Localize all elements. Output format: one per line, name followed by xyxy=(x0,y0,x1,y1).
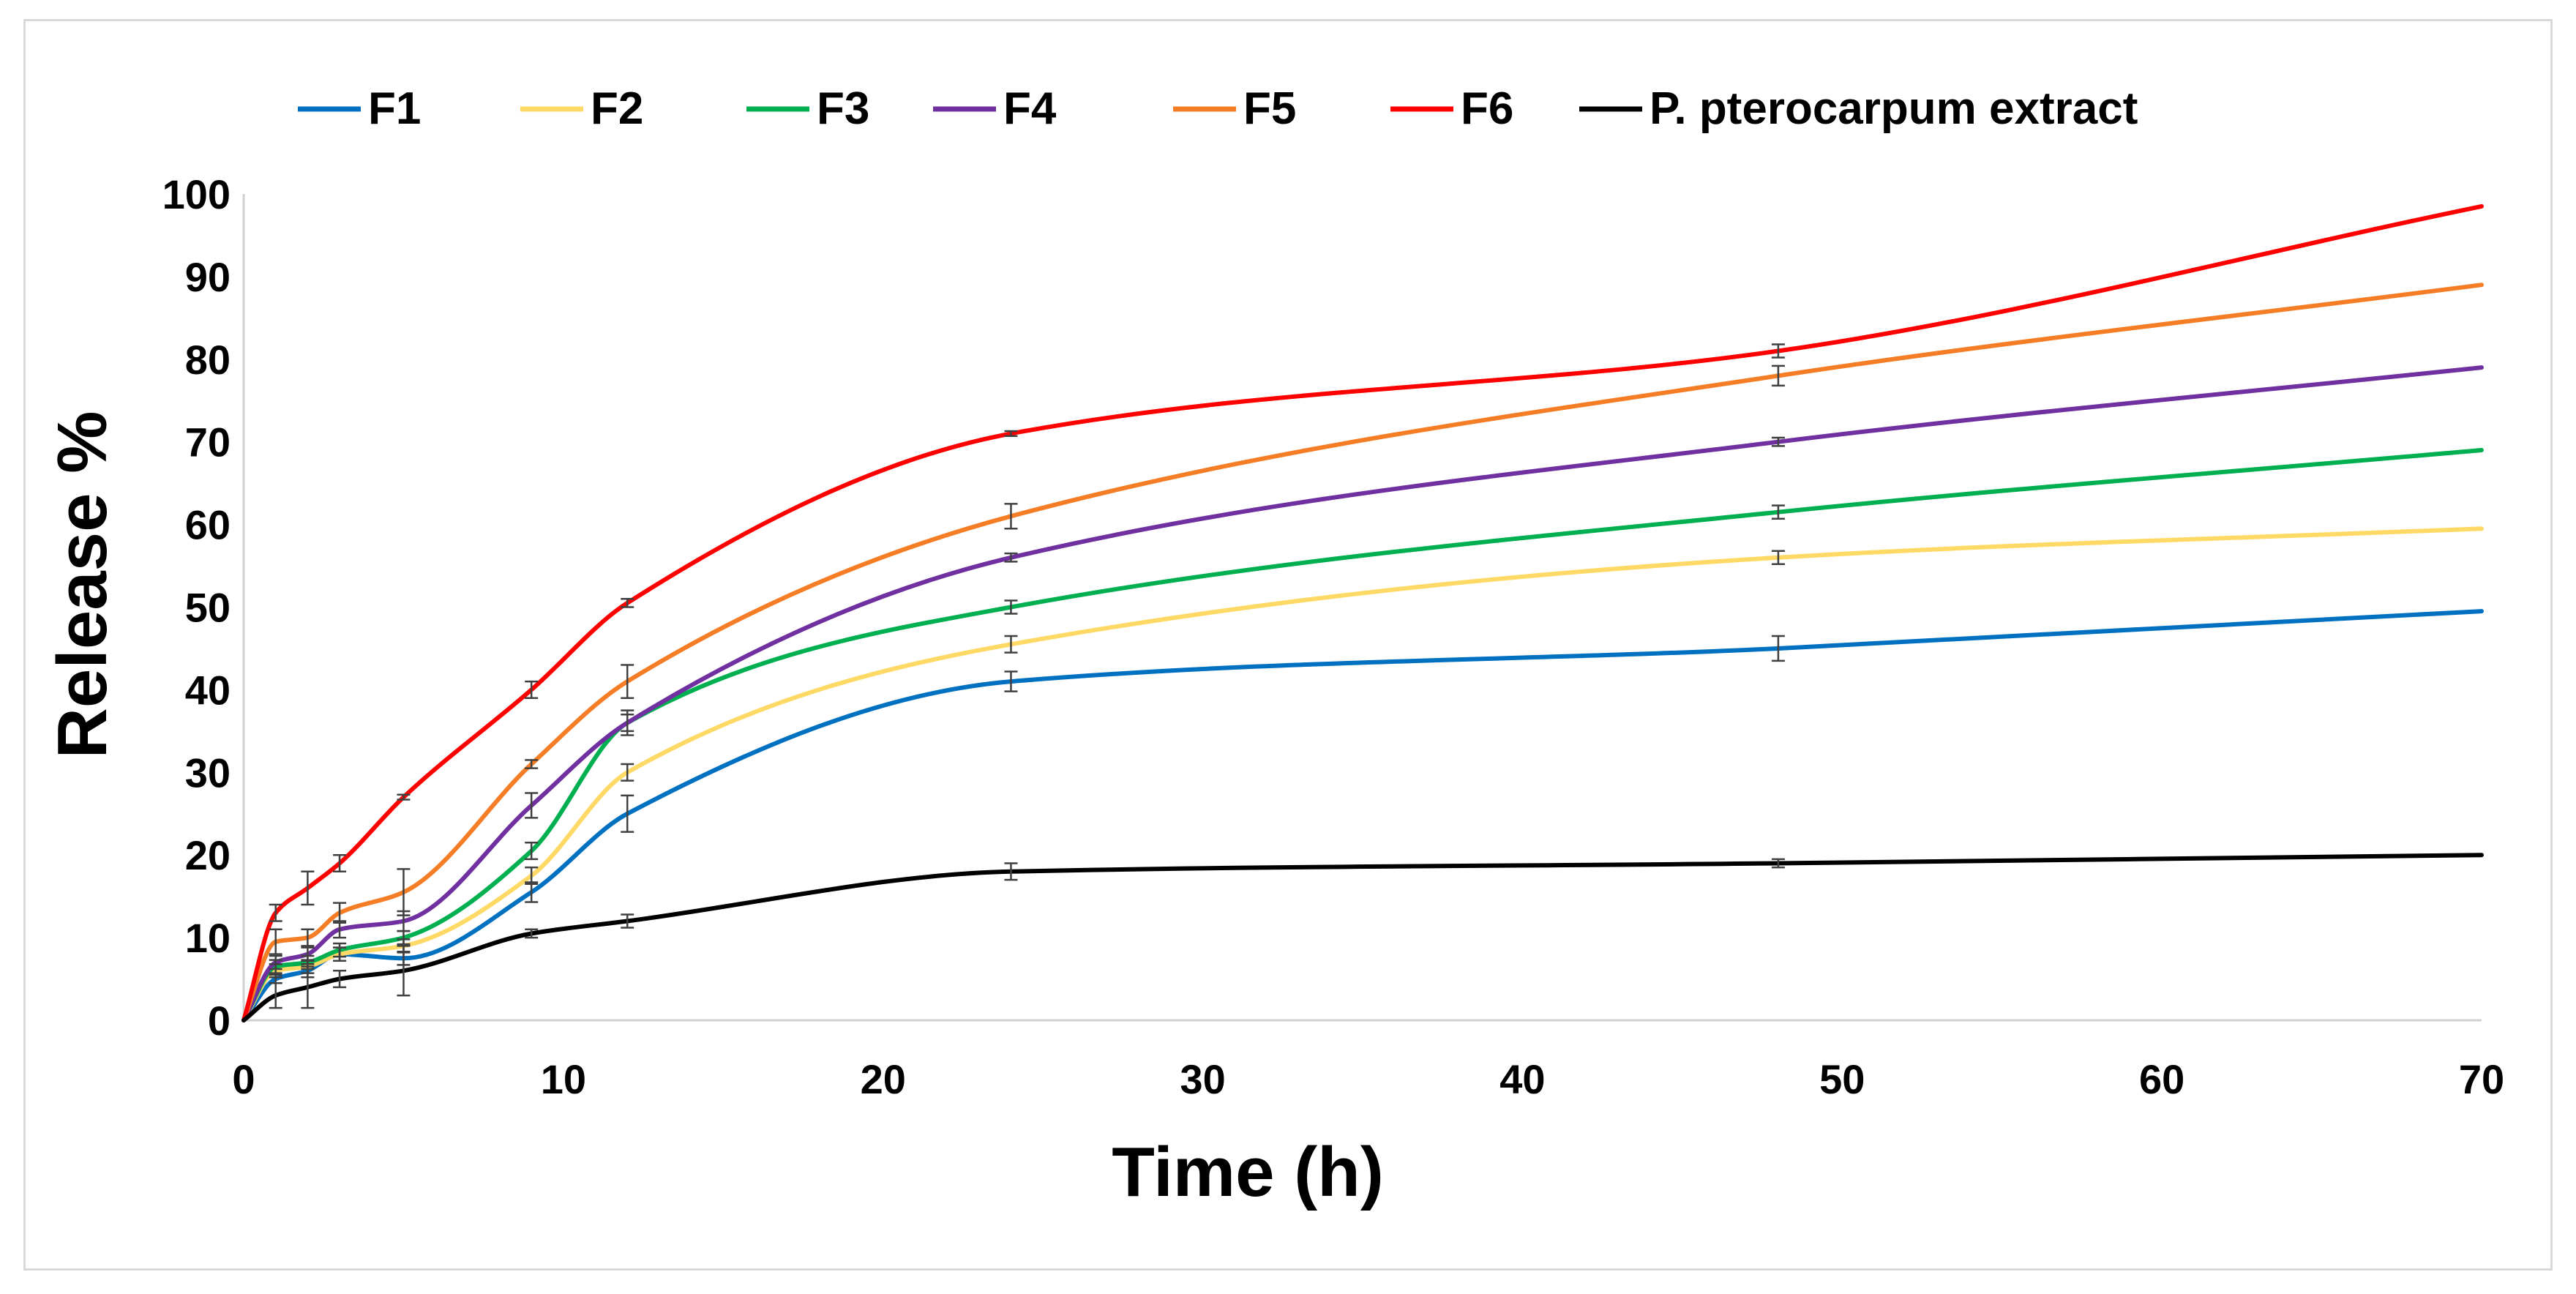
x-tick-label: 50 xyxy=(1819,1056,1865,1102)
error-bar-p-pterocarpum-extract xyxy=(1004,862,1018,881)
legend-label: F4 xyxy=(1003,83,1057,134)
error-bar-f6 xyxy=(621,597,634,608)
error-bar-f4 xyxy=(269,954,282,970)
x-tick-label: 10 xyxy=(541,1056,586,1102)
error-bar-f5 xyxy=(333,902,347,924)
y-tick-label: 0 xyxy=(208,998,231,1044)
error-bar-f6 xyxy=(1771,343,1785,359)
x-tick-label: 0 xyxy=(232,1056,255,1102)
legend-label: F6 xyxy=(1461,83,1513,134)
error-bar-f3 xyxy=(1771,504,1785,520)
error-bar-f1 xyxy=(1771,635,1785,662)
release-chart: F1 F2 F3 F4 F5 F6 P. pterocarpum extract 0 10 20… xyxy=(43,83,2505,1211)
y-tick-label: 20 xyxy=(185,832,231,878)
error-bar-f6 xyxy=(301,870,315,906)
error-bar-f4 xyxy=(301,946,315,962)
error-bar-f5 xyxy=(301,928,315,947)
x-tick-label: 70 xyxy=(2459,1056,2504,1102)
error-bar-f1 xyxy=(1004,670,1018,692)
error-bar-f4 xyxy=(621,709,634,736)
y-tick-label: 50 xyxy=(185,585,231,631)
y-tick-label: 60 xyxy=(185,502,231,548)
legend-label: F2 xyxy=(591,83,643,134)
legend-item-f5: F5 xyxy=(1173,83,1296,134)
error-bar-f5 xyxy=(621,664,634,699)
legend-item-f2: F2 xyxy=(520,83,643,134)
error-bar-f5 xyxy=(269,928,282,955)
error-bar-f4 xyxy=(1771,436,1785,447)
y-tick-label: 10 xyxy=(185,915,231,961)
errorbar-layer xyxy=(269,343,1785,1009)
error-bar-p-pterocarpum-extract xyxy=(301,965,315,1009)
axes: 0 10 20 30 40 50 60 70 80 90 100 0 10 20 30 40 50 60 70 xyxy=(162,171,2505,1102)
legend-label: F3 xyxy=(817,83,869,134)
error-bar-p-pterocarpum-extract xyxy=(397,945,411,997)
error-bar-f5 xyxy=(525,759,539,769)
series-layer xyxy=(242,203,2484,1022)
legend-label: F5 xyxy=(1243,83,1296,134)
legend-item-f1: F1 xyxy=(298,83,421,134)
series-line-f1 xyxy=(242,609,2484,1022)
series-line-f6 xyxy=(242,203,2484,1022)
error-bar-f2 xyxy=(621,763,634,782)
x-tick-label: 40 xyxy=(1499,1056,1545,1102)
x-tick-label: 60 xyxy=(2139,1056,2184,1102)
error-bar-f2 xyxy=(1004,635,1018,654)
error-bar-f1 xyxy=(525,881,539,903)
error-bar-f1 xyxy=(621,794,634,833)
error-bar-f6 xyxy=(1004,430,1018,438)
error-bar-f5 xyxy=(1771,364,1785,387)
y-tick-label: 40 xyxy=(185,667,231,713)
legend-label: P. pterocarpum extract xyxy=(1650,83,2138,134)
y-tick-label: 30 xyxy=(185,749,231,796)
x-tick-label: 30 xyxy=(1180,1056,1225,1102)
legend-item-f4: F4 xyxy=(933,83,1057,134)
series-line-f5 xyxy=(242,283,2484,1022)
error-bar-f3 xyxy=(525,842,539,861)
series-line-f2 xyxy=(242,526,2484,1022)
legend: F1 F2 F3 F4 F5 F6 P. pterocarpum extract xyxy=(298,83,2138,134)
error-bar-f6 xyxy=(397,793,411,801)
error-bar-f4 xyxy=(525,792,539,819)
error-bar-p-pterocarpum-extract xyxy=(525,928,539,939)
error-bar-f6 xyxy=(333,853,347,873)
error-bar-f2 xyxy=(525,866,539,885)
y-tick-label: 70 xyxy=(185,419,231,465)
legend-item-p-pterocarpum-extract: P. pterocarpum extract xyxy=(1579,83,2138,134)
error-bar-f3 xyxy=(333,942,347,958)
series-line-p-pterocarpum-extract xyxy=(242,853,2484,1022)
chart-frame: F1 F2 F3 F4 F5 F6 P. pterocarpum extract 0 10 20… xyxy=(23,19,2553,1271)
x-axis-title: Time (h) xyxy=(1112,1133,1384,1211)
error-bar-f5 xyxy=(397,868,411,916)
error-bar-p-pterocarpum-extract xyxy=(1771,858,1785,869)
y-tick-label: 80 xyxy=(185,337,231,383)
y-tick-label: 90 xyxy=(185,254,231,300)
error-bar-p-pterocarpum-extract xyxy=(621,913,634,929)
error-bar-f4 xyxy=(1004,552,1018,563)
error-bar-f2 xyxy=(1771,550,1785,566)
error-bar-f6 xyxy=(269,903,282,922)
legend-item-f3: F3 xyxy=(746,83,869,134)
y-tick-label: 100 xyxy=(162,171,231,217)
error-bar-f5 xyxy=(1004,503,1018,530)
legend-item-f6: F6 xyxy=(1390,83,1513,134)
error-bar-f3 xyxy=(1004,599,1018,615)
error-bar-f6 xyxy=(525,680,539,699)
legend-label: F1 xyxy=(368,83,421,134)
series-line-f4 xyxy=(242,365,2484,1022)
series-line-f3 xyxy=(242,448,2484,1022)
y-axis-title: Release % xyxy=(43,411,121,759)
error-bar-p-pterocarpum-extract xyxy=(269,981,282,1009)
error-bar-p-pterocarpum-extract xyxy=(333,970,347,989)
x-tick-label: 20 xyxy=(861,1056,906,1102)
